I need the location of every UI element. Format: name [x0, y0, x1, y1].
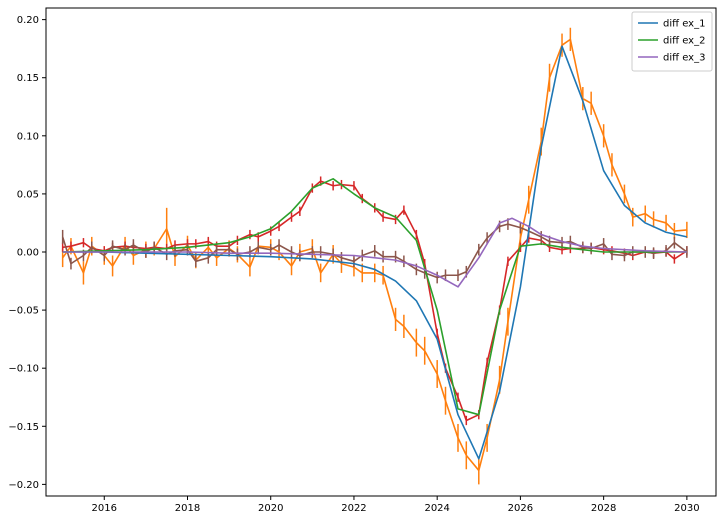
series-layer [61, 27, 688, 485]
x-tick-label: 2030 [674, 503, 699, 514]
legend-label: diff ex_3 [663, 53, 705, 64]
y-tick-label: −0.20 [8, 480, 39, 491]
y-tick-label: −0.05 [8, 306, 39, 317]
series-line [62, 178, 687, 416]
series-line [61, 38, 687, 472]
series-line [62, 45, 688, 460]
y-tick-label: 0.15 [17, 73, 39, 84]
x-tick-label: 2020 [258, 503, 283, 514]
axes-layer: 2016 2018 2020 2022 2024 2026 2028 2030 −0.20 −0.… [8, 7, 717, 514]
y-tick-label: 0.20 [17, 15, 39, 26]
x-tick-label: 2018 [175, 503, 200, 514]
series-line [62, 217, 687, 288]
legend-label: diff ex_2 [663, 36, 705, 47]
series-1 [62, 178, 687, 416]
y-tick-label: 0.05 [17, 189, 39, 200]
legend-label: diff ex_1 [663, 19, 705, 30]
x-tick-label: 2028 [591, 503, 616, 514]
series-2 [62, 217, 687, 288]
y-tick-label: −0.15 [8, 422, 39, 433]
x-tick-label: 2016 [92, 503, 117, 514]
y-tick-label: 0.10 [17, 131, 39, 142]
y-tick-label: −0.10 [8, 364, 39, 375]
y-tick-label: 0.00 [17, 248, 39, 259]
x-tick-label: 2026 [508, 503, 533, 514]
series-0 [62, 45, 688, 460]
x-tick-label: 2024 [424, 503, 449, 514]
x-tick-label: 2022 [341, 503, 366, 514]
